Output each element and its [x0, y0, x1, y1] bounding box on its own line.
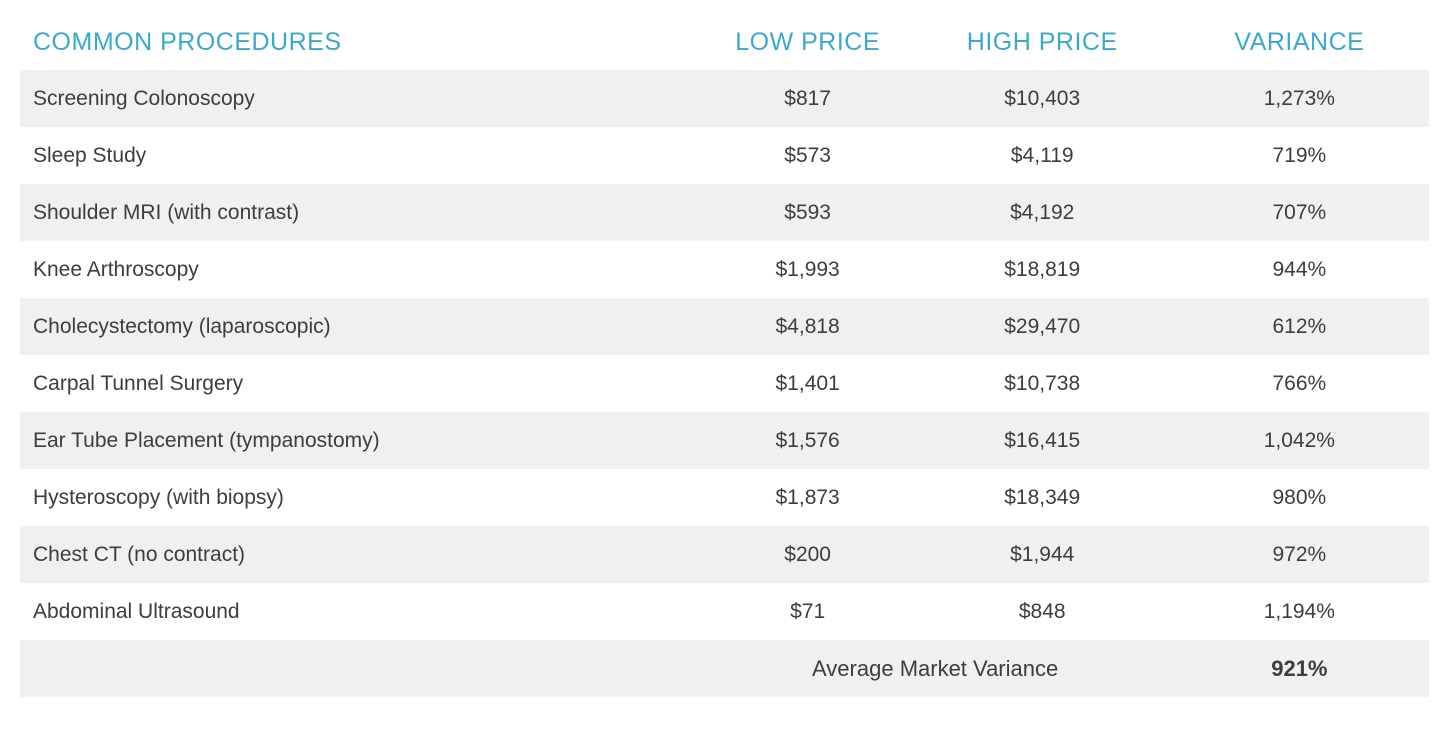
low-price: $4,818	[775, 314, 840, 338]
table-row: Knee Arthroscopy $1,993 $18,819 944%	[20, 241, 1429, 298]
table-row: Hysteroscopy (with biopsy) $1,873 $18,34…	[20, 469, 1429, 526]
variance: 1,042%	[1263, 428, 1335, 452]
variance: 980%	[1272, 485, 1327, 509]
high-price: $848	[1018, 599, 1066, 623]
variance: 1,273%	[1263, 86, 1335, 110]
procedure-name: Carpal Tunnel Surgery	[33, 371, 244, 395]
procedure-name: Shoulder MRI (with contrast)	[33, 200, 300, 224]
high-price: $10,738	[1004, 371, 1081, 395]
low-price: $1,401	[775, 371, 840, 395]
low-price: $573	[784, 143, 831, 167]
variance: 707%	[1272, 200, 1327, 224]
procedures-price-table: COMMON PROCEDURES LOW PRICE HIGH PRICE V…	[20, 14, 1429, 697]
high-price: $4,192	[1010, 200, 1075, 224]
low-price: $71	[790, 599, 826, 623]
table-row: Ear Tube Placement (tympanostomy) $1,576…	[20, 412, 1429, 469]
procedure-name: Chest CT (no contract)	[33, 542, 246, 566]
header-row: COMMON PROCEDURES LOW PRICE HIGH PRICE V…	[20, 14, 1429, 70]
summary-label: Average Market Variance	[812, 655, 1059, 681]
procedure-name: Cholecystectomy (laparoscopic)	[33, 314, 331, 338]
variance: 766%	[1272, 371, 1327, 395]
procedure-name: Sleep Study	[33, 143, 147, 167]
high-price: $29,470	[1004, 314, 1081, 338]
variance: 1,194%	[1263, 599, 1335, 623]
high-price: $18,349	[1004, 485, 1081, 509]
table-row: Screening Colonoscopy $817 $10,403 1,273…	[20, 70, 1429, 127]
table-row: Abdominal Ultrasound $71 $848 1,194%	[20, 583, 1429, 640]
col-header-low-price: LOW PRICE	[700, 14, 915, 70]
variance: 719%	[1272, 143, 1327, 167]
table-row: Carpal Tunnel Surgery $1,401 $10,738 766…	[20, 355, 1429, 412]
summary-variance-value: 921%	[1271, 655, 1328, 681]
col-header-common-procedures: COMMON PROCEDURES	[20, 14, 701, 70]
table-row: Cholecystectomy (laparoscopic) $4,818 $2…	[20, 298, 1429, 355]
procedure-name: Screening Colonoscopy	[33, 86, 255, 110]
variance: 612%	[1272, 314, 1327, 338]
variance: 972%	[1272, 542, 1327, 566]
procedure-name: Ear Tube Placement (tympanostomy)	[33, 428, 380, 452]
table-row: Shoulder MRI (with contrast) $593 $4,192…	[20, 184, 1429, 241]
low-price: $200	[784, 542, 831, 566]
col-header-variance: VARIANCE	[1169, 14, 1429, 70]
low-price: $817	[784, 86, 831, 110]
high-price: $10,403	[1004, 86, 1081, 110]
high-price: $16,415	[1004, 428, 1081, 452]
high-price: $1,944	[1010, 542, 1075, 566]
low-price: $593	[784, 200, 831, 224]
low-price: $1,873	[775, 485, 840, 509]
high-price: $4,119	[1010, 143, 1074, 167]
procedure-name: Knee Arthroscopy	[33, 257, 199, 281]
variance: 944%	[1272, 257, 1327, 281]
table-row: Sleep Study $573 $4,119 719%	[20, 127, 1429, 184]
low-price: $1,993	[775, 257, 840, 281]
table-row: Chest CT (no contract) $200 $1,944 972%	[20, 526, 1429, 583]
summary-row: Average Market Variance 921%	[20, 640, 1429, 697]
procedure-name: Abdominal Ultrasound	[33, 599, 240, 623]
procedure-name: Hysteroscopy (with biopsy)	[33, 485, 284, 509]
low-price: $1,576	[775, 428, 840, 452]
high-price: $18,819	[1004, 257, 1081, 281]
summary-empty-cell	[20, 640, 701, 697]
col-header-high-price: HIGH PRICE	[914, 14, 1170, 70]
